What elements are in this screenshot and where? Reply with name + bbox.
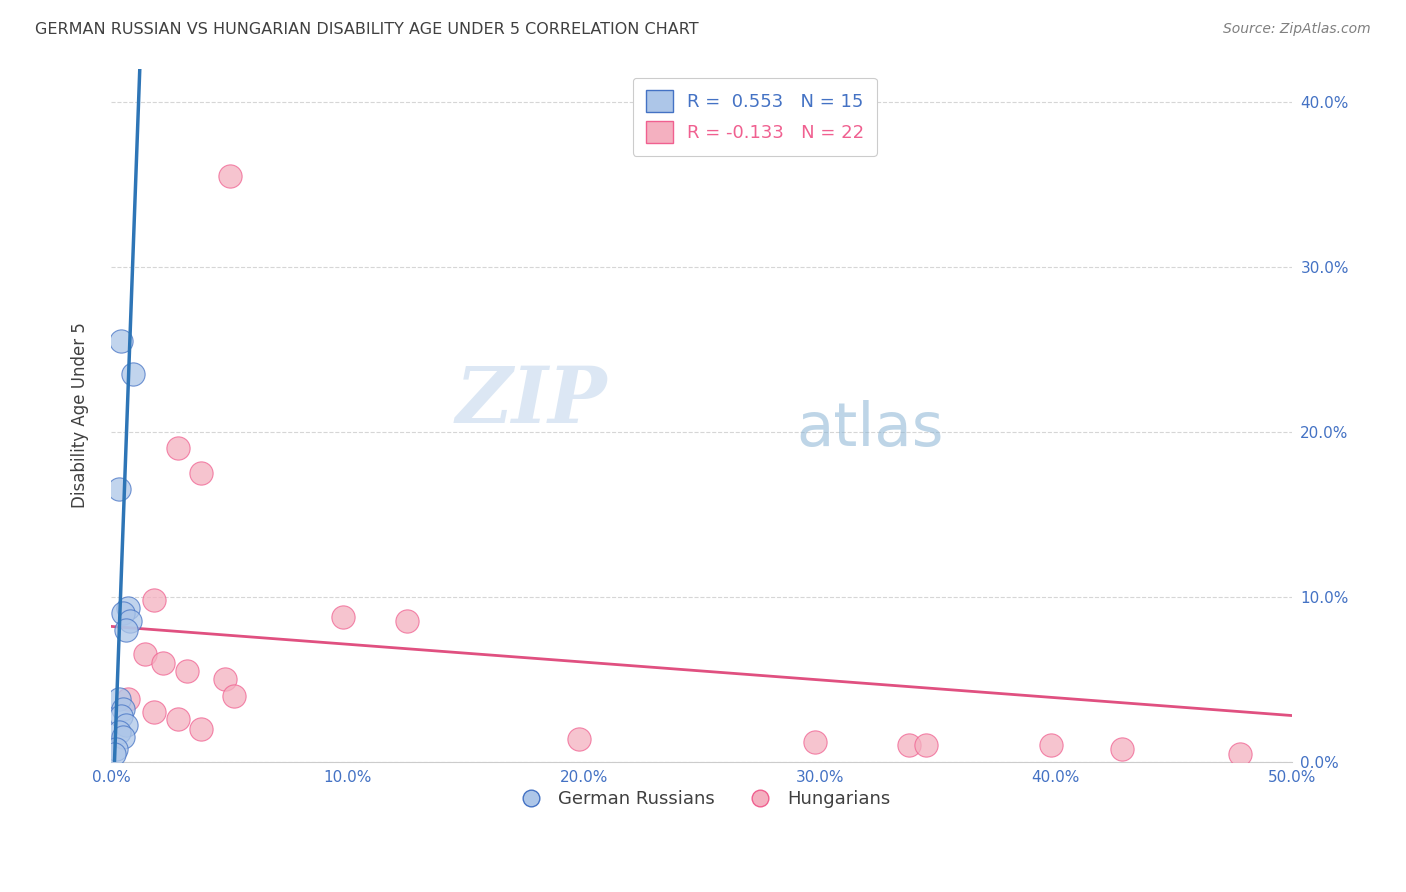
Text: ZIP: ZIP — [456, 363, 607, 440]
Point — [915, 739, 938, 753]
Point — [190, 722, 212, 736]
Text: atlas: atlas — [796, 400, 943, 458]
Point — [152, 656, 174, 670]
Point — [1229, 747, 1251, 761]
Point — [332, 609, 354, 624]
Point — [395, 615, 418, 629]
Point — [1111, 741, 1133, 756]
Text: Source: ZipAtlas.com: Source: ZipAtlas.com — [1223, 22, 1371, 37]
Point — [114, 718, 136, 732]
Text: GERMAN RUSSIAN VS HUNGARIAN DISABILITY AGE UNDER 5 CORRELATION CHART: GERMAN RUSSIAN VS HUNGARIAN DISABILITY A… — [35, 22, 699, 37]
Point — [166, 712, 188, 726]
Point — [110, 708, 132, 723]
Point — [224, 689, 246, 703]
Point — [120, 615, 142, 629]
Point — [117, 601, 139, 615]
Point — [898, 739, 921, 753]
Point — [105, 741, 128, 756]
Y-axis label: Disability Age Under 5: Disability Age Under 5 — [72, 322, 89, 508]
Point — [568, 731, 591, 746]
Point — [143, 705, 166, 719]
Point — [214, 672, 236, 686]
Point — [190, 466, 212, 480]
Point — [107, 725, 129, 739]
Point — [143, 593, 166, 607]
Point — [110, 334, 132, 348]
Point — [114, 623, 136, 637]
Point — [107, 483, 129, 497]
Point — [112, 730, 135, 744]
Point — [117, 692, 139, 706]
Point — [176, 664, 198, 678]
Point — [103, 747, 125, 761]
Point — [218, 169, 240, 183]
Point — [121, 367, 143, 381]
Point — [166, 441, 188, 455]
Point — [804, 735, 827, 749]
Legend: German Russians, Hungarians: German Russians, Hungarians — [506, 782, 897, 815]
Point — [112, 606, 135, 620]
Point — [112, 702, 135, 716]
Point — [1040, 739, 1063, 753]
Point — [107, 692, 129, 706]
Point — [134, 648, 156, 662]
